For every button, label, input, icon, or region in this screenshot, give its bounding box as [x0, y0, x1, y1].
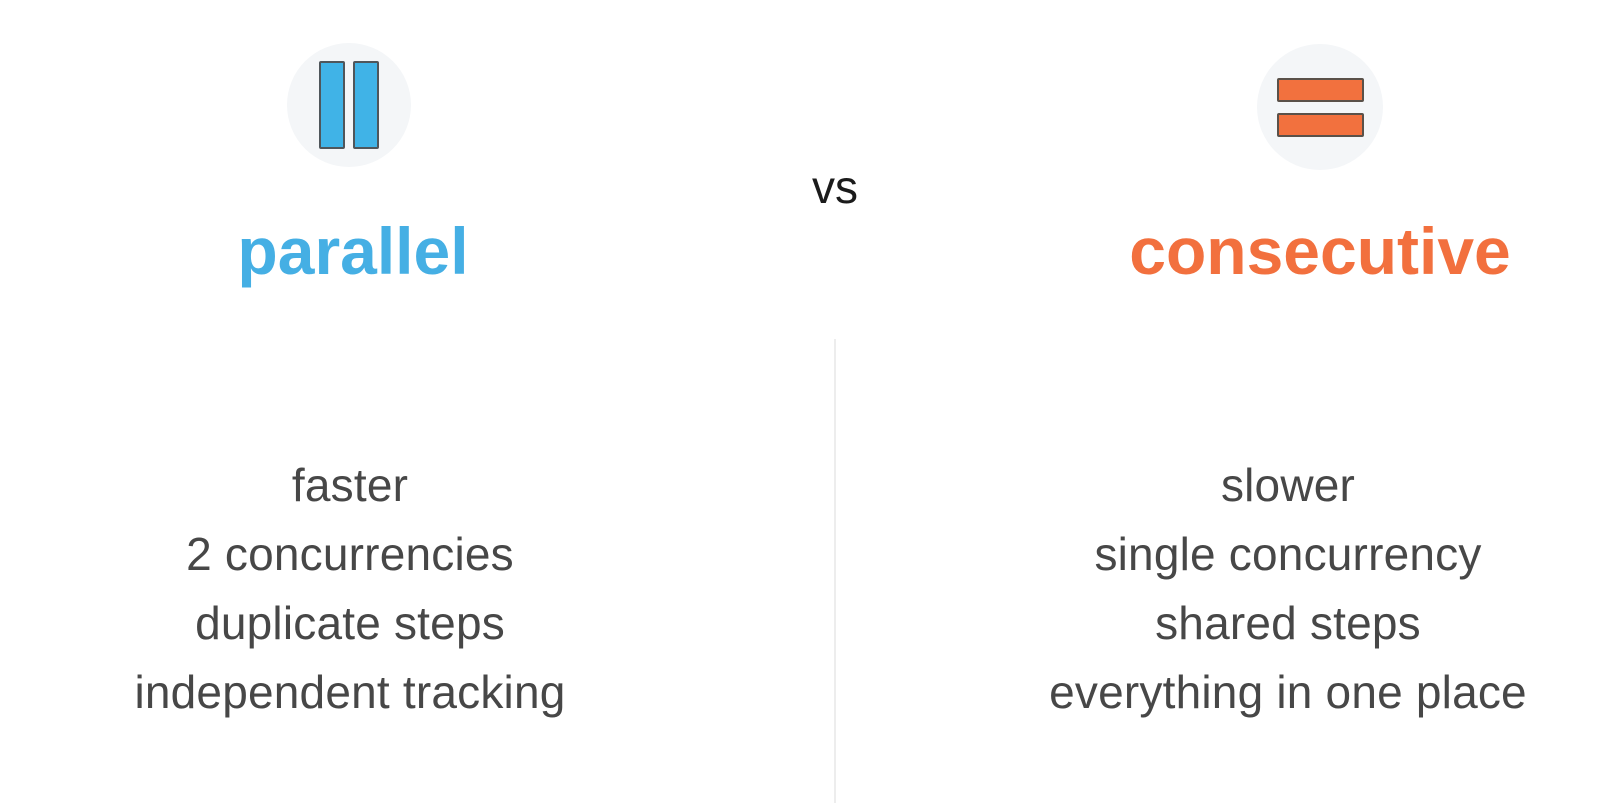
vs-label: vs	[812, 161, 858, 213]
list-item: slower	[1220, 459, 1356, 511]
equals-bar-bottom	[1276, 112, 1364, 137]
parallel-title: parallel	[237, 214, 469, 288]
vertical-divider	[834, 339, 836, 803]
pause-bar-right	[353, 61, 379, 149]
list-item: 2 concurrencies	[186, 528, 514, 580]
list-item: shared steps	[1155, 597, 1421, 649]
list-item: faster	[291, 459, 409, 511]
list-item: single concurrency	[1094, 528, 1482, 580]
list-item: everything in one place	[1049, 666, 1527, 718]
pause-icon	[287, 43, 411, 167]
equals-icon	[1257, 44, 1383, 170]
consecutive-title: consecutive	[1129, 214, 1511, 288]
pause-bar-left	[319, 61, 345, 149]
equals-bar-top	[1276, 77, 1364, 102]
consecutive-feature-list: slower single concurrency shared steps e…	[1038, 451, 1538, 727]
list-item: independent tracking	[134, 666, 566, 718]
parallel-feature-list: faster 2 concurrencies duplicate steps i…	[100, 451, 600, 727]
list-item: duplicate steps	[195, 597, 505, 649]
